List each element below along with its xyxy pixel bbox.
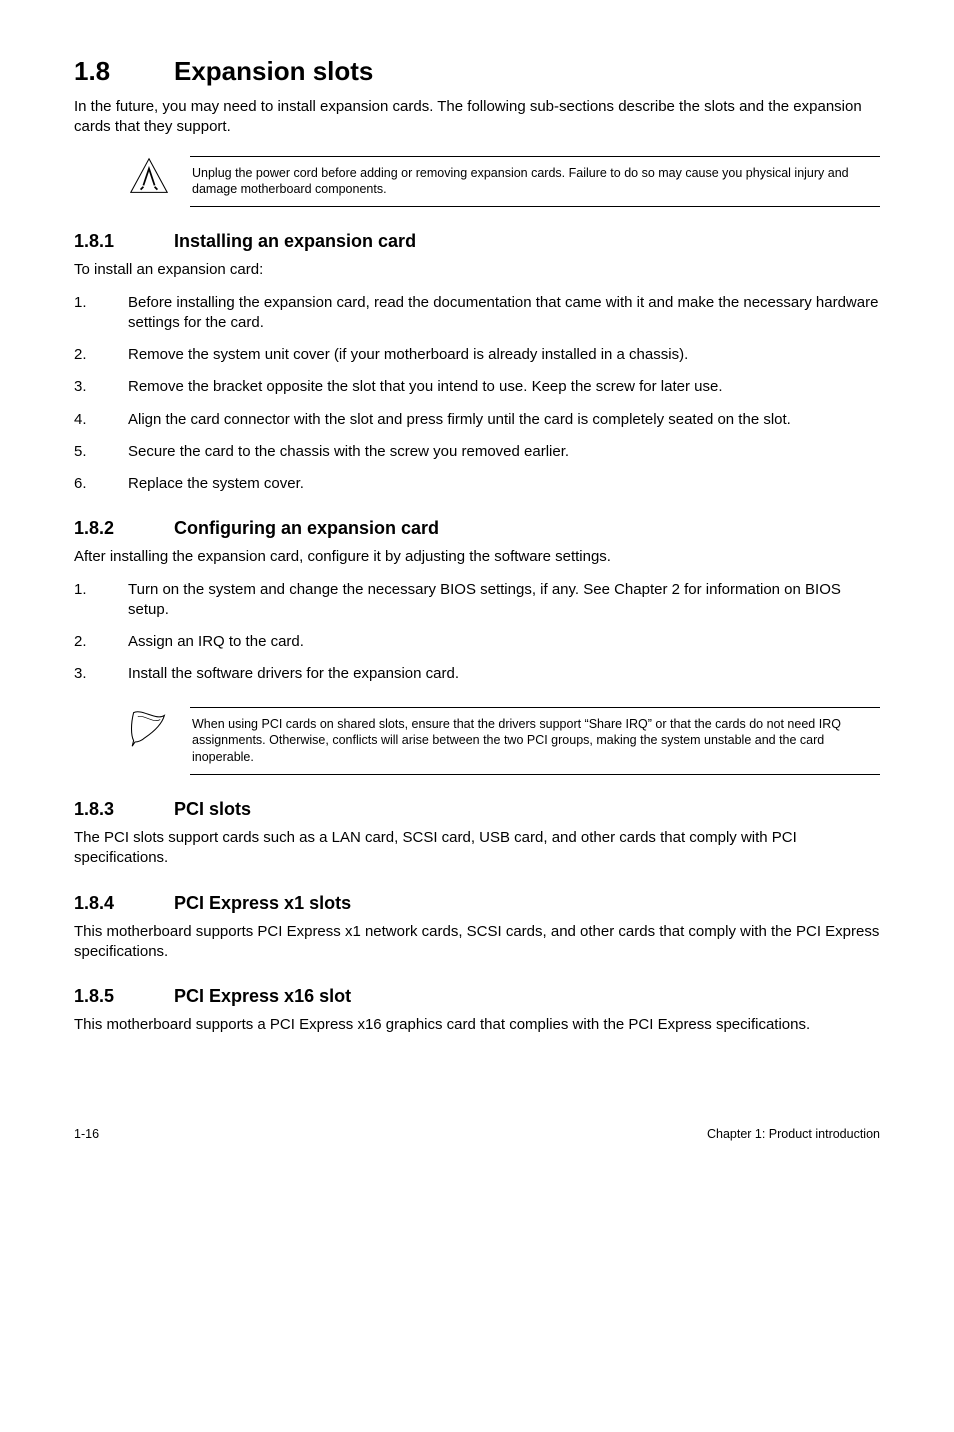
step-item: Align the card connector with the slot a… (74, 410, 880, 430)
subsection-183: 1.8.3PCI slots The PCI slots support car… (74, 799, 880, 869)
note-text: When using PCI cards on shared slots, en… (190, 707, 880, 776)
warning-icon (128, 156, 180, 203)
subsection-number: 1.8.2 (74, 518, 174, 539)
subsection-181: 1.8.1Installing an expansion card To ins… (74, 231, 880, 494)
warning-text: Unplug the power cord before adding or r… (190, 156, 880, 208)
subsection-intro: This motherboard supports a PCI Express … (74, 1015, 880, 1035)
subsection-title: PCI slots (174, 799, 251, 819)
step-item: Replace the system cover. (74, 474, 880, 494)
subsection-number: 1.8.3 (74, 799, 174, 820)
subsection-heading: 1.8.2Configuring an expansion card (74, 518, 880, 539)
step-item: Remove the system unit cover (if your mo… (74, 345, 880, 365)
subsection-title: Configuring an expansion card (174, 518, 439, 538)
subsection-title: PCI Express x16 slot (174, 986, 351, 1006)
page-content: 1.8Expansion slots In the future, you ma… (0, 0, 954, 1089)
subsection-185: 1.8.5PCI Express x16 slot This motherboa… (74, 986, 880, 1035)
footer-page-number: 1-16 (74, 1127, 99, 1141)
subsection-heading: 1.8.3PCI slots (74, 799, 880, 820)
steps-list: Before installing the expansion card, re… (74, 293, 880, 495)
steps-list: Turn on the system and change the necess… (74, 580, 880, 685)
step-item: Assign an IRQ to the card. (74, 632, 880, 652)
subsection-title: Installing an expansion card (174, 231, 416, 251)
subsection-intro: To install an expansion card: (74, 260, 880, 280)
step-item: Remove the bracket opposite the slot tha… (74, 377, 880, 397)
subsection-title: PCI Express x1 slots (174, 893, 351, 913)
note-icon (128, 707, 180, 754)
warning-block: Unplug the power cord before adding or r… (128, 156, 880, 208)
step-item: Install the software drivers for the exp… (74, 664, 880, 684)
step-item: Turn on the system and change the necess… (74, 580, 880, 621)
subsection-heading: 1.8.4PCI Express x1 slots (74, 893, 880, 914)
note-block: When using PCI cards on shared slots, en… (128, 707, 880, 776)
step-item: Secure the card to the chassis with the … (74, 442, 880, 462)
section-title: Expansion slots (174, 56, 373, 86)
step-item: Before installing the expansion card, re… (74, 293, 880, 334)
subsection-182: 1.8.2Configuring an expansion card After… (74, 518, 880, 775)
footer-chapter: Chapter 1: Product introduction (707, 1127, 880, 1141)
subsection-number: 1.8.5 (74, 986, 174, 1007)
subsection-number: 1.8.1 (74, 231, 174, 252)
section-number: 1.8 (74, 56, 174, 87)
section-intro: In the future, you may need to install e… (74, 97, 880, 138)
subsection-184: 1.8.4PCI Express x1 slots This motherboa… (74, 893, 880, 963)
subsection-number: 1.8.4 (74, 893, 174, 914)
page-footer: 1-16 Chapter 1: Product introduction (0, 1089, 954, 1171)
subsection-heading: 1.8.5PCI Express x16 slot (74, 986, 880, 1007)
subsection-intro: This motherboard supports PCI Express x1… (74, 922, 880, 963)
subsection-intro: After installing the expansion card, con… (74, 547, 880, 567)
section-heading: 1.8Expansion slots (74, 56, 880, 87)
subsection-intro: The PCI slots support cards such as a LA… (74, 828, 880, 869)
subsection-heading: 1.8.1Installing an expansion card (74, 231, 880, 252)
